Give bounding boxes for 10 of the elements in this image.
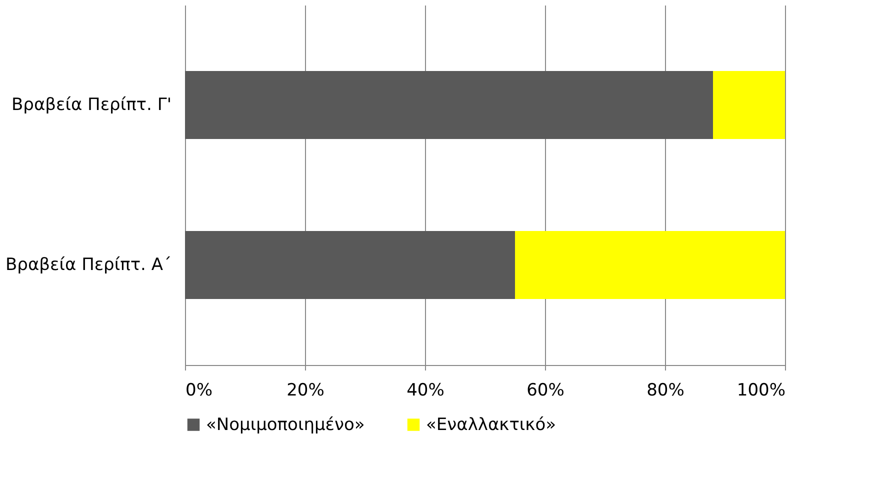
legend-label: «Εναλλακτικό» [426, 414, 556, 435]
x-tick-label: 60% [526, 380, 564, 400]
x-tick-label: 40% [406, 380, 444, 400]
x-tick-label: 0% [186, 380, 212, 400]
x-tick-label: 20% [286, 380, 324, 400]
x-tick-label: 100% [736, 380, 786, 400]
legend-label: «Νομιμοποιημένο» [206, 414, 365, 435]
x-tick-label: 80% [646, 380, 684, 400]
y-tick-label: Βραβεία Περίπτ. Α΄ [6, 255, 172, 275]
y-tick-label: Βραβεία Περίπτ. Γ' [12, 95, 172, 115]
